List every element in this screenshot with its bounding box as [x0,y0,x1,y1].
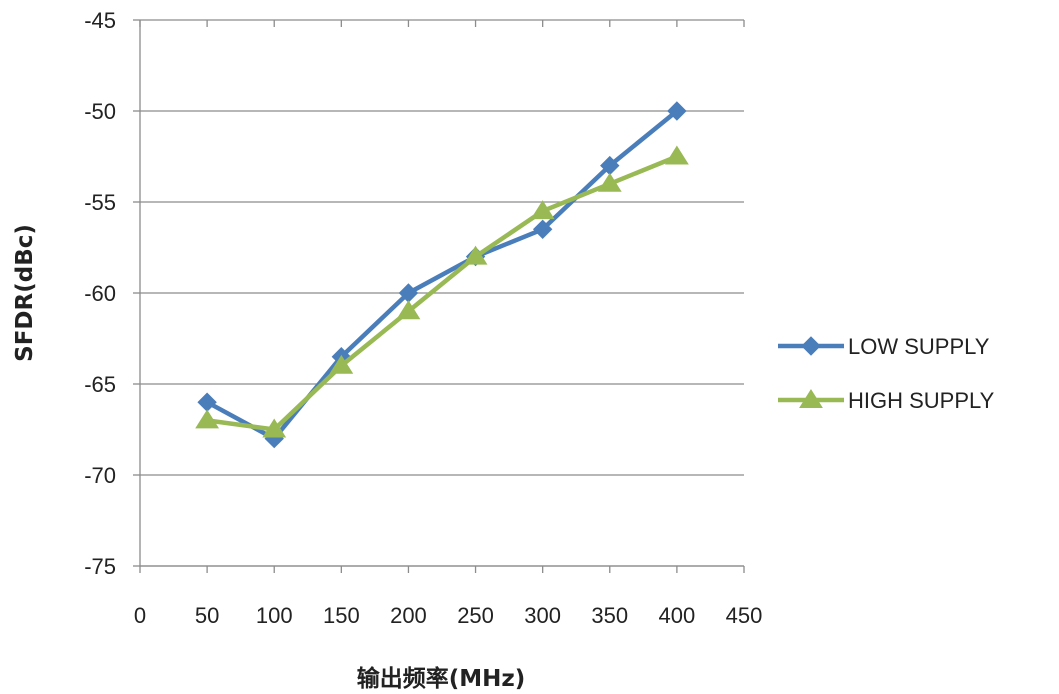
y-tick-label: -45 [84,8,116,33]
series-lines [195,101,689,449]
data-point-high-supply [664,145,689,165]
data-point-low-supply [667,101,687,121]
data-point-high-supply [195,409,220,429]
x-tick-label: 0 [134,603,146,628]
x-tick-label: 200 [390,603,427,628]
y-tick-label: -60 [84,281,116,306]
y-tick-label: -55 [84,190,116,215]
series-line-low-supply [204,108,680,441]
data-point-high-supply [530,200,555,220]
data-point-high-supply [463,245,488,265]
x-axis-title: 输出频率(MHz) [357,665,526,692]
data-point-high-supply [597,172,622,192]
x-tick-label: 350 [591,603,628,628]
x-tick-label: 100 [256,603,293,628]
series-line-high-supply [204,154,680,432]
y-tick-label: -65 [84,372,116,397]
y-tick-label: -70 [84,463,116,488]
x-tick-label: 300 [524,603,561,628]
data-point-high-supply [262,418,287,438]
legend-marker [801,336,821,356]
legend-entry-label: LOW SUPPLY [848,334,990,359]
tick-labels: -45 -50 -55 -60 -65 -70 -75 0 50 100 150 200 250 300 3… [84,8,762,628]
legend: LOW SUPPLY HIGH SUPPLY [778,334,995,413]
data-point-high-supply [329,354,354,374]
y-axis-title: SFDR(dBc) [12,224,38,362]
x-tick-label: 50 [195,603,219,628]
y-tick-label: -75 [84,554,116,579]
legend-marker [799,389,823,408]
x-tick-label: 250 [457,603,494,628]
legend-entry-label: HIGH SUPPLY [848,388,995,413]
data-point-high-supply [396,300,421,320]
y-tick-label: -50 [84,99,116,124]
data-point-low-supply [532,219,553,240]
x-tick-label: 450 [726,603,763,628]
axes [133,19,745,573]
x-tick-label: 400 [659,603,696,628]
grid-lines [140,19,744,567]
x-tick-label: 150 [323,603,360,628]
data-point-low-supply [197,392,217,412]
